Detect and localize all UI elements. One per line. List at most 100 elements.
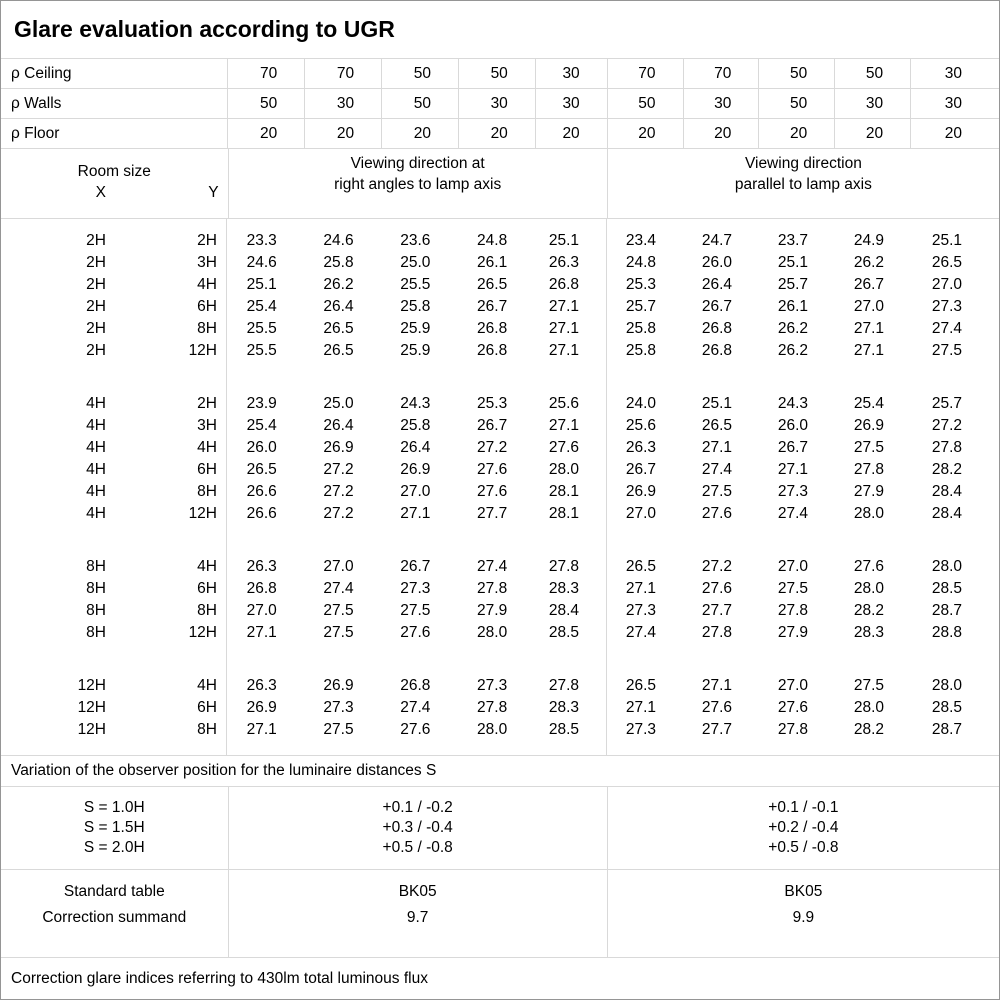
room-size-row: 12H 4H bbox=[1, 675, 226, 697]
ugr-value: 26.2 bbox=[323, 276, 354, 293]
reflectance-value: 30 bbox=[536, 89, 608, 118]
ugr-value: 27.6 bbox=[701, 699, 732, 716]
reflectance-value: 50 bbox=[228, 89, 306, 118]
ugr-value: 27.4 bbox=[323, 580, 354, 597]
ugr-value: 24.3 bbox=[777, 395, 808, 412]
ugr-row: 24.0 25.1 24.3 25.4 25.7 bbox=[607, 393, 999, 415]
ugr-value: 27.0 bbox=[777, 558, 808, 575]
reflectance-label: ρ Floor bbox=[1, 119, 229, 148]
ugr-value: 27.0 bbox=[246, 602, 277, 619]
ugr-value: 24.7 bbox=[701, 232, 732, 249]
ugr-row: 26.3 27.0 26.7 27.4 27.8 bbox=[227, 556, 606, 578]
ugr-value: 28.1 bbox=[548, 483, 579, 500]
ugr-value: 26.7 bbox=[400, 558, 431, 575]
ugr-value: 28.0 bbox=[477, 721, 508, 738]
ugr-value: 27.5 bbox=[323, 602, 354, 619]
room-x: 2H bbox=[86, 232, 106, 249]
room-size-row: 4H 8H bbox=[1, 481, 226, 503]
ugr-value: 26.7 bbox=[777, 439, 808, 456]
reflectance-value: 50 bbox=[382, 59, 459, 88]
ugr-row: 25.5 26.5 25.9 26.8 27.1 bbox=[227, 340, 606, 362]
ugr-value: 25.1 bbox=[548, 232, 579, 249]
ugr-value: 25.1 bbox=[931, 232, 962, 249]
ugr-value: 27.5 bbox=[323, 721, 354, 738]
viewing-direction-right-line2: parallel to lamp axis bbox=[734, 176, 872, 193]
group-gap bbox=[227, 525, 606, 556]
ugr-row: 26.0 26.9 26.4 27.2 27.6 bbox=[227, 437, 606, 459]
ugr-value: 26.5 bbox=[701, 417, 732, 434]
ugr-row: 27.0 27.6 27.4 28.0 28.4 bbox=[607, 503, 999, 525]
ugr-value: 28.4 bbox=[931, 483, 962, 500]
spacing-value: +0.2 / -0.4 bbox=[768, 819, 839, 836]
ugr-value: 27.3 bbox=[777, 483, 808, 500]
ugr-value: 25.5 bbox=[246, 342, 277, 359]
room-x: 4H bbox=[86, 417, 106, 434]
group-gap bbox=[607, 362, 999, 393]
ugr-value: 27.0 bbox=[400, 483, 431, 500]
ugr-value: 27.1 bbox=[701, 677, 732, 694]
x-axis-label: X bbox=[95, 184, 106, 201]
ugr-value: 25.3 bbox=[625, 276, 656, 293]
room-y: 12H bbox=[188, 505, 217, 522]
spacing-value: +0.5 / -0.8 bbox=[768, 839, 839, 856]
reflectance-value: 20 bbox=[228, 119, 306, 148]
ugr-value: 27.7 bbox=[701, 721, 732, 738]
ugr-value: 27.6 bbox=[777, 699, 808, 716]
ugr-value: 28.5 bbox=[548, 721, 579, 738]
reflectance-value: 20 bbox=[759, 119, 836, 148]
ugr-value: 27.1 bbox=[853, 342, 884, 359]
ugr-value: 25.7 bbox=[931, 395, 962, 412]
reflectance-value: 20 bbox=[608, 119, 684, 148]
ugr-value: 26.7 bbox=[701, 298, 732, 315]
ugr-value: 27.5 bbox=[701, 483, 732, 500]
ugr-value: 27.0 bbox=[625, 505, 656, 522]
room-size-label: Room size bbox=[77, 163, 151, 180]
y-axis-label: Y bbox=[208, 184, 219, 201]
room-size-row: 2H 3H bbox=[1, 252, 226, 274]
ugr-value: 27.4 bbox=[701, 461, 732, 478]
ugr-row: 25.4 26.4 25.8 26.7 27.1 bbox=[227, 415, 606, 437]
ugr-row: 26.5 27.1 27.0 27.5 28.0 bbox=[607, 675, 999, 697]
ugr-value: 26.4 bbox=[701, 276, 732, 293]
ugr-value: 25.1 bbox=[777, 254, 808, 271]
reflectance-value: 20 bbox=[835, 119, 912, 148]
ugr-value: 27.1 bbox=[625, 699, 656, 716]
ugr-value: 26.0 bbox=[701, 254, 732, 271]
correction-summand-value: 9.9 bbox=[792, 909, 815, 926]
viewing-direction-left-header: Viewing direction at right angles to lam… bbox=[229, 149, 608, 218]
ugr-value: 27.3 bbox=[625, 721, 656, 738]
room-y: 4H bbox=[197, 439, 217, 456]
spacing-label: S = 1.5H bbox=[83, 819, 145, 836]
reflectance-value: 20 bbox=[684, 119, 760, 148]
ugr-value: 26.1 bbox=[477, 254, 508, 271]
ugr-value: 25.8 bbox=[323, 254, 354, 271]
room-y: 3H bbox=[197, 417, 217, 434]
room-y: 8H bbox=[197, 320, 217, 337]
ugr-value: 26.2 bbox=[777, 342, 808, 359]
ugr-value: 23.6 bbox=[400, 232, 431, 249]
room-size-row: 4H 4H bbox=[1, 437, 226, 459]
ugr-value: 26.3 bbox=[246, 558, 277, 575]
room-y: 8H bbox=[197, 483, 217, 500]
ugr-value: 28.0 bbox=[853, 580, 884, 597]
room-x: 8H bbox=[86, 580, 106, 597]
ugr-row: 25.8 26.8 26.2 27.1 27.5 bbox=[607, 340, 999, 362]
ugr-value: 28.2 bbox=[853, 602, 884, 619]
ugr-left-column: 23.3 24.6 23.6 24.8 25.1 24.6 25.8 25.0 26.1 26.3… bbox=[227, 219, 607, 755]
ugr-value: 27.2 bbox=[477, 439, 508, 456]
ugr-value: 27.4 bbox=[625, 624, 656, 641]
ugr-row: 26.3 26.9 26.8 27.3 27.8 bbox=[227, 675, 606, 697]
ugr-value: 25.0 bbox=[400, 254, 431, 271]
ugr-value: 25.4 bbox=[246, 298, 277, 315]
ugr-value: 26.4 bbox=[400, 439, 431, 456]
ugr-value: 28.0 bbox=[931, 677, 962, 694]
ugr-value: 27.1 bbox=[777, 461, 808, 478]
room-y: 3H bbox=[197, 254, 217, 271]
ugr-value: 26.5 bbox=[246, 461, 277, 478]
ugr-value: 27.0 bbox=[931, 276, 962, 293]
ugr-value: 24.8 bbox=[477, 232, 508, 249]
ugr-value: 27.2 bbox=[323, 505, 354, 522]
room-size-axis-labels: X Y bbox=[1, 182, 228, 203]
spacing-left-values-cell: +0.1 / -0.2 +0.3 / -0.4 +0.5 / -0.8 bbox=[229, 787, 608, 869]
ugr-value: 27.1 bbox=[548, 417, 579, 434]
